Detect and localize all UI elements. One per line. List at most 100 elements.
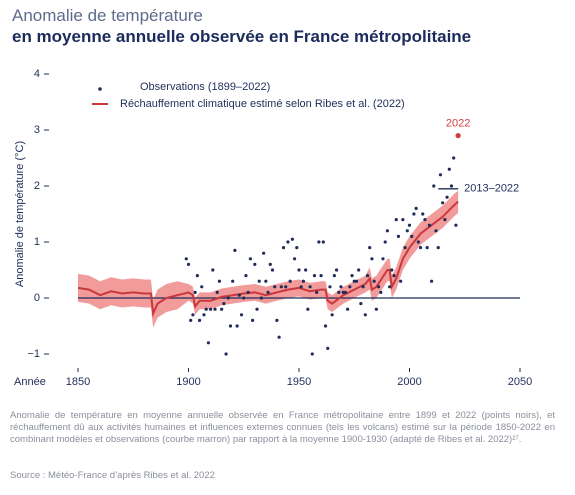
chart-title: Anomalie de température [12,6,203,25]
observation-point [211,268,215,272]
observation-point [449,184,454,188]
observation-point [213,307,217,311]
observation-point [323,324,328,328]
y-tick-label: 3 [34,124,40,136]
observation-point [368,246,372,250]
observation-point [264,279,268,283]
y-tick-label: −1 [27,348,40,360]
observation-point [301,279,306,283]
legend-label: Réchauffement climatique estimé selon Ri… [120,98,405,110]
observation-point [195,274,199,278]
observation-point [275,318,279,322]
observation-point [226,296,230,300]
y-tick-label: 4 [34,68,40,80]
observation-point [447,167,451,171]
observation-point [184,257,188,261]
observation-point [383,240,387,244]
observation-point [348,285,352,289]
observation-point [354,279,359,283]
x-tick-label: 1950 [287,376,311,388]
observation-point [423,218,427,222]
observation-point [253,262,257,266]
observation-point [286,240,290,244]
observation-point [202,313,206,317]
y-tick-label: 0 [34,292,40,304]
observation-point [217,279,222,283]
observation-point [295,246,299,250]
observation-point [454,223,458,227]
x-tick-label: 1900 [176,376,200,388]
observation-point [304,268,308,272]
observation-point [255,307,259,311]
observation-point [231,279,235,283]
y-tick-label: 1 [34,236,40,248]
observation-point [441,201,445,205]
observation-point [396,234,401,238]
observation-point [337,290,341,294]
observation-point [427,223,431,227]
observation-point [452,156,456,160]
observation-point [392,274,396,278]
observation-point [317,240,321,244]
observation-point [237,293,241,297]
observation-point [434,229,438,233]
observation-point [186,262,191,266]
observation-point [312,274,317,278]
observation-point [363,313,367,317]
observation-point [399,279,403,283]
observation-point [370,257,374,261]
estimate-line [77,200,459,318]
observation-point [310,352,314,356]
observation-point [306,307,310,311]
observation-point [430,279,434,283]
observation-point [455,133,461,139]
observation-point [206,341,210,345]
chart-subtitle: en moyenne annuelle observée en France m… [12,27,472,46]
observation-point [445,195,449,199]
observation-point [343,290,348,294]
observation-point [288,279,292,283]
x-tick-label: 2050 [508,376,532,388]
observation-point [321,240,325,244]
observation-point [233,248,237,252]
caption: Anomalie de température en moyenne annue… [10,410,555,445]
observation-point [262,251,266,255]
observation-point [416,240,420,244]
observation-point [432,184,436,188]
observation-point [359,302,363,306]
observation-point [405,229,409,233]
observation-point [273,285,277,289]
observation-point [220,307,224,311]
uncertainty-band [78,190,459,328]
observation-point [315,290,319,294]
observation-point [332,274,336,278]
observation-point [270,268,275,272]
observation-point [346,307,350,311]
observation-point [250,318,255,322]
observation-point [385,229,389,233]
observation-point [246,290,250,294]
annotation: 2013–2022 [464,183,519,195]
observation-point [334,268,339,272]
observation-point [266,290,270,294]
observation-point [372,279,376,283]
observation-point [242,296,246,300]
observation-point [425,246,429,250]
observation-point [193,290,197,294]
observation-point [284,285,288,289]
observation-point [388,285,392,289]
observation-point [421,212,425,216]
observation-point [235,324,239,328]
observation-point [248,257,252,261]
x-axis-label: Année [14,376,46,388]
observation-point [222,302,226,306]
observation-point [403,246,407,250]
observation-point [379,290,383,294]
observation-point [365,274,370,278]
observation-point [215,290,219,294]
observation-point [394,218,398,222]
observation-point [239,313,244,317]
observation-point [299,285,303,289]
y-tick-label: 2 [34,180,40,192]
observation-point [209,307,213,311]
